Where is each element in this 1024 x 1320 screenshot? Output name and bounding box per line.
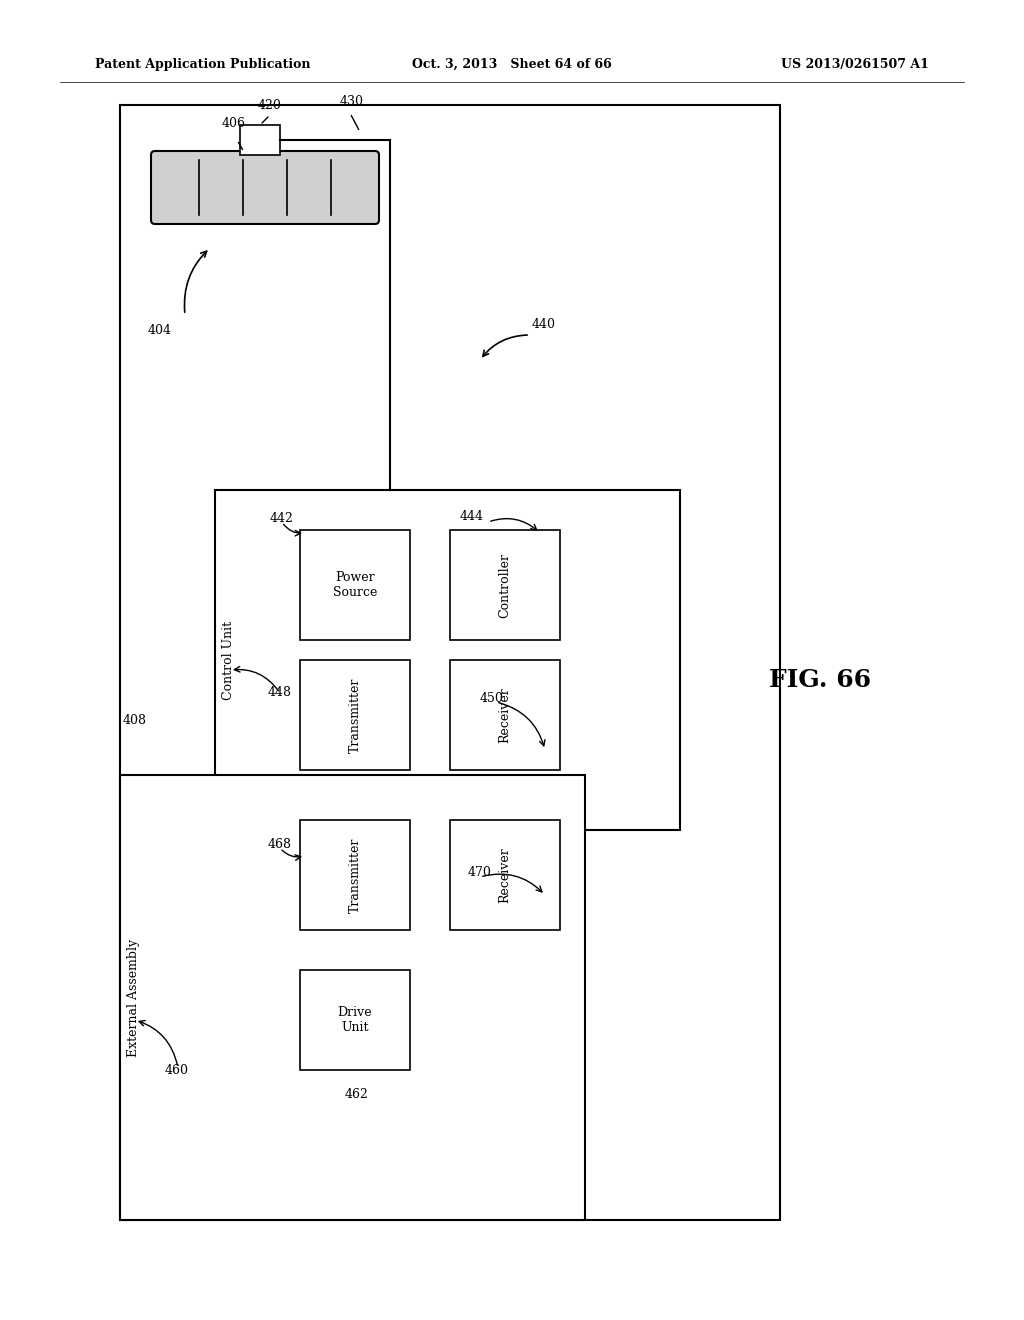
Bar (240, 125, 280, 154)
Bar (120, 775, 585, 1220)
Text: 408: 408 (123, 714, 147, 726)
Bar (450, 660, 560, 770)
Text: Patent Application Publication: Patent Application Publication (95, 58, 310, 71)
Text: FIG. 66: FIG. 66 (769, 668, 871, 692)
Text: 460: 460 (165, 1064, 189, 1077)
Bar (300, 531, 410, 640)
Text: 442: 442 (270, 511, 294, 524)
FancyBboxPatch shape (151, 150, 379, 224)
Text: 420: 420 (258, 99, 282, 112)
Text: Transmitter: Transmitter (348, 677, 361, 752)
Bar (450, 531, 560, 640)
Text: Transmitter: Transmitter (348, 837, 361, 912)
Text: 470: 470 (468, 866, 492, 879)
Bar (450, 820, 560, 931)
Text: US 2013/0261507 A1: US 2013/0261507 A1 (781, 58, 929, 71)
Text: Drive
Unit: Drive Unit (338, 1006, 373, 1034)
Text: Controller: Controller (499, 553, 512, 618)
Bar (215, 490, 680, 830)
Text: Control Unit: Control Unit (221, 620, 234, 700)
Text: 468: 468 (268, 837, 292, 850)
Text: 404: 404 (148, 323, 172, 337)
Bar (300, 660, 410, 770)
Text: 448: 448 (268, 686, 292, 700)
Text: Receiver: Receiver (499, 688, 512, 743)
Text: 462: 462 (345, 1089, 369, 1101)
Bar (300, 820, 410, 931)
Text: Receiver: Receiver (499, 847, 512, 903)
Text: 406: 406 (222, 117, 246, 129)
Text: Power
Source: Power Source (333, 572, 377, 599)
Text: 440: 440 (532, 318, 556, 331)
Text: External Assembly: External Assembly (127, 939, 139, 1057)
Text: 444: 444 (460, 511, 484, 524)
Text: 430: 430 (340, 95, 364, 108)
Bar (300, 970, 410, 1071)
Text: 450: 450 (480, 692, 504, 705)
Bar (120, 106, 780, 1220)
Text: Oct. 3, 2013   Sheet 64 of 66: Oct. 3, 2013 Sheet 64 of 66 (412, 58, 612, 71)
